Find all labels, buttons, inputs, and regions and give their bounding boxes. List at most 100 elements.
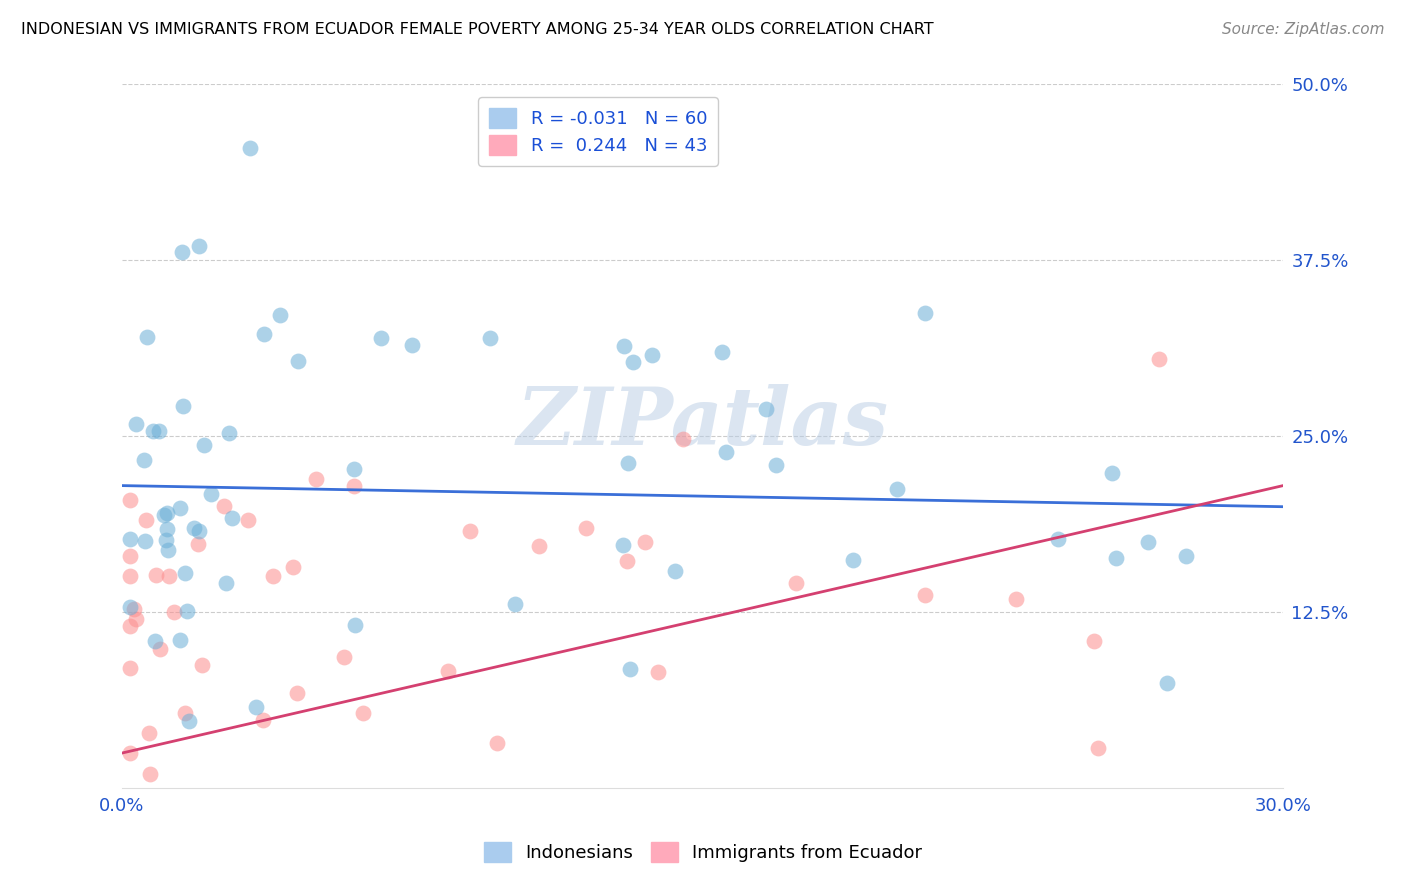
Point <box>155 533 177 548</box>
Point <box>505 597 527 611</box>
Point <box>245 700 267 714</box>
Legend: Indonesians, Immigrants from Ecuador: Indonesians, Immigrants from Ecuador <box>477 835 929 870</box>
Point <box>191 657 214 672</box>
Point <box>138 767 160 781</box>
Point <box>170 245 193 260</box>
Point <box>156 522 179 536</box>
Point <box>125 612 148 626</box>
Point <box>143 634 166 648</box>
Point <box>142 424 165 438</box>
Point <box>163 605 186 619</box>
Point <box>215 575 238 590</box>
Point <box>841 553 863 567</box>
Point <box>212 499 235 513</box>
Point <box>710 344 733 359</box>
Point <box>529 539 551 553</box>
Point <box>239 141 262 155</box>
Text: ZIPatlas: ZIPatlas <box>516 384 889 461</box>
Point <box>187 536 209 550</box>
Point <box>188 239 211 253</box>
Point <box>343 462 366 476</box>
Point <box>118 492 141 507</box>
Point <box>269 309 291 323</box>
Point <box>253 327 276 342</box>
Point <box>486 736 509 750</box>
Point <box>174 706 197 720</box>
Point <box>118 549 141 563</box>
Point <box>613 339 636 353</box>
Point <box>352 706 374 720</box>
Point <box>169 501 191 516</box>
Point <box>478 331 501 345</box>
Point <box>612 538 634 552</box>
Text: INDONESIAN VS IMMIGRANTS FROM ECUADOR FEMALE POVERTY AMONG 25-34 YEAR OLDS CORRE: INDONESIAN VS IMMIGRANTS FROM ECUADOR FE… <box>21 22 934 37</box>
Point <box>125 417 148 431</box>
Point <box>183 521 205 535</box>
Point <box>153 508 176 523</box>
Point <box>619 662 641 676</box>
Point <box>148 425 170 439</box>
Point <box>914 588 936 602</box>
Point <box>287 353 309 368</box>
Point <box>200 487 222 501</box>
Point <box>886 482 908 496</box>
Point <box>135 513 157 527</box>
Point <box>343 478 366 492</box>
Point <box>221 511 243 525</box>
Point <box>1087 741 1109 756</box>
Point <box>157 542 180 557</box>
Point <box>176 604 198 618</box>
Point <box>172 399 194 413</box>
Point <box>370 331 392 345</box>
Point <box>218 425 240 440</box>
Point <box>188 524 211 538</box>
Point <box>118 661 141 675</box>
Point <box>193 438 215 452</box>
Point <box>1105 551 1128 566</box>
Point <box>1156 675 1178 690</box>
Point <box>633 535 655 549</box>
Point <box>785 576 807 591</box>
Point <box>145 567 167 582</box>
Point <box>617 456 640 470</box>
Point <box>124 602 146 616</box>
Point <box>236 512 259 526</box>
Point <box>621 355 644 369</box>
Point <box>401 337 423 351</box>
Point <box>287 686 309 700</box>
Point <box>156 506 179 520</box>
Point <box>716 445 738 459</box>
Point <box>1101 466 1123 480</box>
Point <box>575 521 598 535</box>
Point <box>1175 549 1198 563</box>
Point <box>1136 535 1159 549</box>
Point <box>1083 633 1105 648</box>
Point <box>169 632 191 647</box>
Point <box>118 619 141 633</box>
Point <box>304 472 326 486</box>
Point <box>134 453 156 467</box>
Point <box>159 569 181 583</box>
Point <box>149 641 172 656</box>
Point <box>1004 592 1026 607</box>
Point <box>283 560 305 574</box>
Point <box>343 618 366 632</box>
Legend: R = -0.031   N = 60, R =  0.244   N = 43: R = -0.031 N = 60, R = 0.244 N = 43 <box>478 97 718 166</box>
Point <box>134 533 156 548</box>
Point <box>1047 532 1070 546</box>
Text: Source: ZipAtlas.com: Source: ZipAtlas.com <box>1222 22 1385 37</box>
Point <box>1149 351 1171 366</box>
Point <box>333 650 356 665</box>
Point <box>138 725 160 739</box>
Point <box>252 713 274 727</box>
Point <box>136 330 159 344</box>
Point <box>173 566 195 581</box>
Point <box>616 553 638 567</box>
Point <box>118 569 141 583</box>
Point <box>118 746 141 760</box>
Point <box>437 664 460 678</box>
Point <box>664 564 686 578</box>
Point <box>177 714 200 729</box>
Point <box>765 458 787 472</box>
Point <box>647 665 669 680</box>
